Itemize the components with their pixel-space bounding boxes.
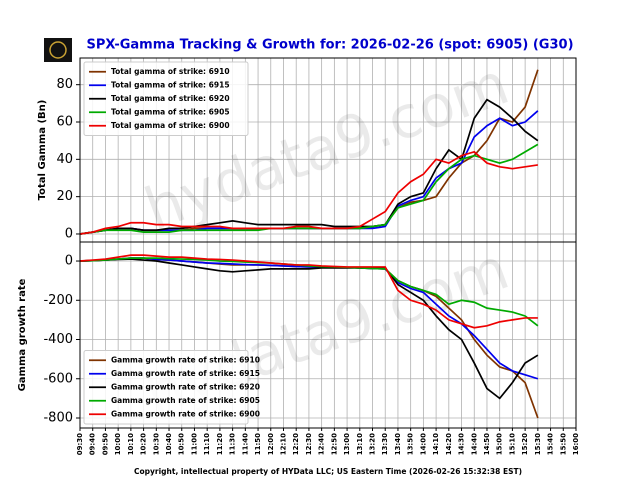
- legend-label: Gamma growth rate of strike: 6920: [111, 382, 260, 391]
- x-tick-label: 10:20: [140, 433, 148, 455]
- x-tick-label: 13:30: [381, 433, 389, 455]
- x-tick-label: 16:00: [572, 433, 580, 455]
- x-tick-label: 13:50: [407, 433, 415, 455]
- y-axis-label: Gamma growth rate: [17, 278, 28, 391]
- y-tick-label: 0: [65, 226, 73, 241]
- x-tick-label: 13:10: [356, 433, 364, 455]
- x-tick-label: 13:40: [394, 433, 402, 455]
- x-tick-label: 13:20: [369, 433, 377, 455]
- x-tick-label: 10:10: [127, 433, 135, 455]
- legend-label: Gamma growth rate of strike: 6900: [111, 409, 260, 418]
- legend-box: [83, 350, 249, 425]
- x-tick-label: 12:20: [292, 433, 300, 455]
- x-tick-label: 10:40: [165, 433, 173, 455]
- footer: Copyright, intellectual property of HYDa…: [134, 467, 522, 476]
- legend-label: Total gamma of strike: 6910: [111, 67, 230, 76]
- y-tick-label: 40: [56, 152, 73, 167]
- x-tick-label: 13:00: [343, 433, 351, 455]
- x-tick-label: 12:40: [318, 433, 326, 455]
- x-tick-label: 14:50: [483, 433, 491, 455]
- axes-frame: [79, 241, 577, 429]
- x-tick-label: 11:20: [216, 433, 224, 455]
- x-tick-label: 15:10: [508, 433, 516, 455]
- legend-label: Total gamma of strike: 6905: [111, 107, 230, 116]
- series-line: [80, 254, 538, 329]
- x-tick-label: 14:30: [458, 433, 466, 455]
- x-tick-label: 12:30: [305, 433, 313, 455]
- x-tick-label: 14:10: [432, 433, 440, 455]
- y-tick-label: -200: [43, 293, 73, 308]
- x-tick-label: 11:10: [203, 433, 211, 455]
- x-tick-label: 12:50: [330, 433, 338, 455]
- logo-mark: [49, 41, 67, 59]
- legend-label: Gamma growth rate of strike: 6905: [111, 396, 260, 405]
- series-line: [80, 258, 539, 400]
- x-tick-label: 12:10: [279, 433, 287, 455]
- x-tick-label: 09:50: [101, 433, 109, 455]
- x-tick-label: 15:50: [559, 433, 567, 455]
- x-tick-label: 15:30: [534, 433, 542, 455]
- x-tick-label: 09:30: [76, 433, 84, 455]
- y-tick-label: -400: [43, 332, 73, 347]
- x-tick-label: 12:00: [267, 433, 275, 455]
- y-tick-label: 60: [56, 115, 73, 130]
- x-tick-label: 14:40: [470, 433, 478, 455]
- y-tick-label: 20: [56, 189, 73, 204]
- x-tick-label: 11:30: [229, 433, 237, 455]
- x-tick-label: 11:50: [254, 433, 262, 455]
- legend-label: Gamma growth rate of strike: 6910: [111, 355, 260, 364]
- y-tick-label: 0: [65, 254, 73, 269]
- x-tick-label: 15:20: [521, 433, 529, 455]
- x-tick-label: 10:50: [178, 433, 186, 455]
- y-axis-label: Total Gamma (Bn): [37, 100, 48, 201]
- legend-label: Gamma growth rate of strike: 6915: [111, 369, 260, 378]
- x-tick-label: 10:30: [152, 433, 160, 455]
- series-line: [80, 150, 538, 235]
- y-tick-label: -800: [43, 410, 73, 425]
- y-tick-label: 80: [56, 77, 73, 92]
- chart-title: SPX-Gamma Tracking & Growth for: 2026-02…: [86, 38, 573, 53]
- legend-label: Total gamma of strike: 6900: [111, 121, 230, 130]
- series-group: [80, 254, 539, 419]
- x-tick-label: 11:00: [190, 433, 198, 455]
- x-tick-label: 11:40: [241, 433, 249, 455]
- series-group: [80, 69, 539, 235]
- x-tick-label: 09:40: [89, 433, 97, 455]
- x-tick-label: 10:00: [114, 433, 122, 455]
- legend-label: Total gamma of strike: 6920: [111, 94, 230, 103]
- x-tick-label: 14:20: [445, 433, 453, 455]
- x-tick-label: 14:00: [419, 433, 427, 455]
- legend-box: [83, 61, 249, 136]
- x-tick-label: 15:00: [496, 433, 504, 455]
- y-tick-label: -600: [43, 371, 73, 386]
- x-tick-label: 15:40: [547, 433, 555, 455]
- series-line: [80, 143, 539, 235]
- series-line: [80, 257, 539, 327]
- legend-label: Total gamma of strike: 6915: [111, 80, 230, 89]
